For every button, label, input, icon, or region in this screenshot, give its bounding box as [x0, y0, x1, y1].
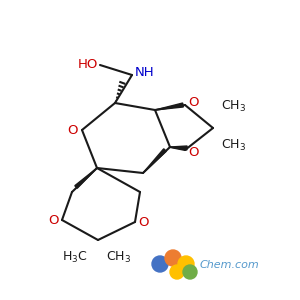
Text: O: O: [188, 97, 199, 110]
Text: CH$_3$: CH$_3$: [221, 138, 246, 153]
Text: NH: NH: [135, 67, 154, 80]
Text: O: O: [138, 215, 148, 229]
Text: H$_3$C: H$_3$C: [62, 250, 88, 265]
Text: HO: HO: [78, 58, 98, 70]
Text: O: O: [68, 124, 78, 136]
Polygon shape: [143, 149, 166, 173]
Text: O: O: [49, 214, 59, 226]
Polygon shape: [75, 168, 97, 188]
Circle shape: [165, 250, 181, 266]
Circle shape: [178, 256, 194, 272]
Circle shape: [170, 265, 184, 279]
Circle shape: [152, 256, 168, 272]
Circle shape: [183, 265, 197, 279]
Polygon shape: [155, 103, 183, 110]
Polygon shape: [170, 146, 187, 150]
Text: CH$_3$: CH$_3$: [106, 250, 131, 265]
Text: CH$_3$: CH$_3$: [221, 99, 246, 114]
Text: O: O: [188, 146, 199, 158]
Text: Chem.com: Chem.com: [200, 260, 260, 270]
